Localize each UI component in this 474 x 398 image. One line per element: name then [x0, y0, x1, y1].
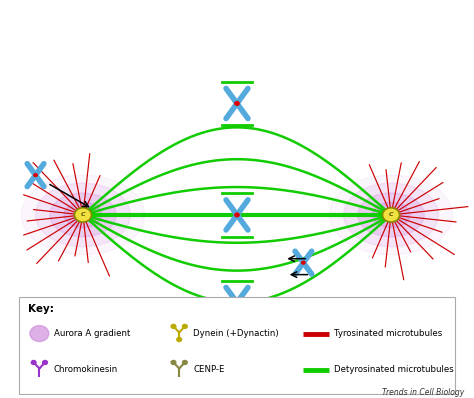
Text: Aurora A gradient: Aurora A gradient — [54, 329, 130, 338]
Circle shape — [30, 326, 49, 341]
Text: Tyrosinated microtubules: Tyrosinated microtubules — [334, 329, 442, 338]
Circle shape — [74, 208, 91, 222]
Ellipse shape — [50, 193, 116, 237]
Ellipse shape — [372, 202, 410, 228]
Ellipse shape — [36, 183, 130, 247]
Circle shape — [383, 208, 400, 222]
Text: Chromokinesin: Chromokinesin — [54, 365, 118, 374]
Ellipse shape — [344, 183, 438, 247]
Circle shape — [301, 261, 305, 264]
Circle shape — [34, 174, 37, 177]
Text: Key:: Key: — [28, 304, 55, 314]
Circle shape — [43, 361, 47, 365]
Circle shape — [182, 361, 187, 365]
Text: C: C — [389, 213, 393, 217]
Text: CENP-E: CENP-E — [193, 365, 225, 374]
FancyBboxPatch shape — [19, 297, 455, 394]
Circle shape — [31, 361, 36, 365]
Circle shape — [235, 300, 239, 304]
Text: Detyrosinated microtubules: Detyrosinated microtubules — [334, 365, 454, 374]
Ellipse shape — [64, 202, 102, 228]
Circle shape — [171, 324, 176, 328]
Text: Trends in Cell Biology: Trends in Cell Biology — [382, 388, 465, 397]
Ellipse shape — [358, 193, 424, 237]
Circle shape — [182, 324, 187, 328]
Circle shape — [235, 101, 239, 105]
Text: Dynein (+Dynactin): Dynein (+Dynactin) — [193, 329, 279, 338]
Circle shape — [171, 361, 176, 365]
Circle shape — [235, 213, 239, 217]
Text: C: C — [81, 213, 85, 217]
Ellipse shape — [21, 175, 145, 255]
Circle shape — [177, 338, 182, 341]
Ellipse shape — [329, 175, 453, 255]
